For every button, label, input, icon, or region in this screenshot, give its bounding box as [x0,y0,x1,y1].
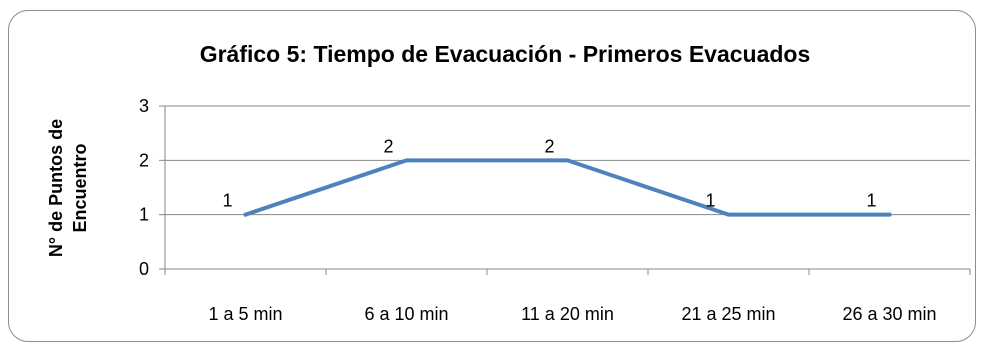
data-label: 1 [222,191,232,211]
data-labels: 1 2 2 1 1 [222,136,876,210]
data-label: 2 [544,136,554,156]
y-axis-label: N° de Puntos de Encuentro [46,119,90,257]
y-tick-label: 0 [139,259,149,279]
chart-title: Gráfico 5: Tiempo de Evacuación - Primer… [200,41,811,67]
data-point [726,212,731,217]
data-point [243,212,248,217]
y-tick-labels: 0 1 2 3 [139,96,149,279]
y-axis-label-line-1: N° de Puntos de [46,119,66,257]
x-tick-label: 21 a 25 min [681,304,775,324]
data-label: 2 [383,136,393,156]
data-point [565,158,570,163]
data-point [404,158,409,163]
x-tick-label: 1 a 5 min [208,304,282,324]
y-tick-label: 2 [139,150,149,170]
data-point [887,212,892,217]
data-label: 1 [866,191,876,211]
y-tick-label: 3 [139,96,149,116]
y-tick-label: 1 [139,205,149,225]
y-axis-label-line-2: Encuentro [70,143,90,232]
chart-area [8,10,976,342]
x-tick-label: 6 a 10 min [364,304,448,324]
x-tick-label: 11 a 20 min [521,304,614,324]
x-tick-label: 26 a 30 min [842,304,936,324]
x-tick-labels: 1 a 5 min 6 a 10 min 11 a 20 min 21 a 25 mi… [208,304,936,324]
axes [159,105,971,275]
series-group [243,158,892,217]
data-label: 1 [705,191,715,211]
series-line [243,158,892,217]
